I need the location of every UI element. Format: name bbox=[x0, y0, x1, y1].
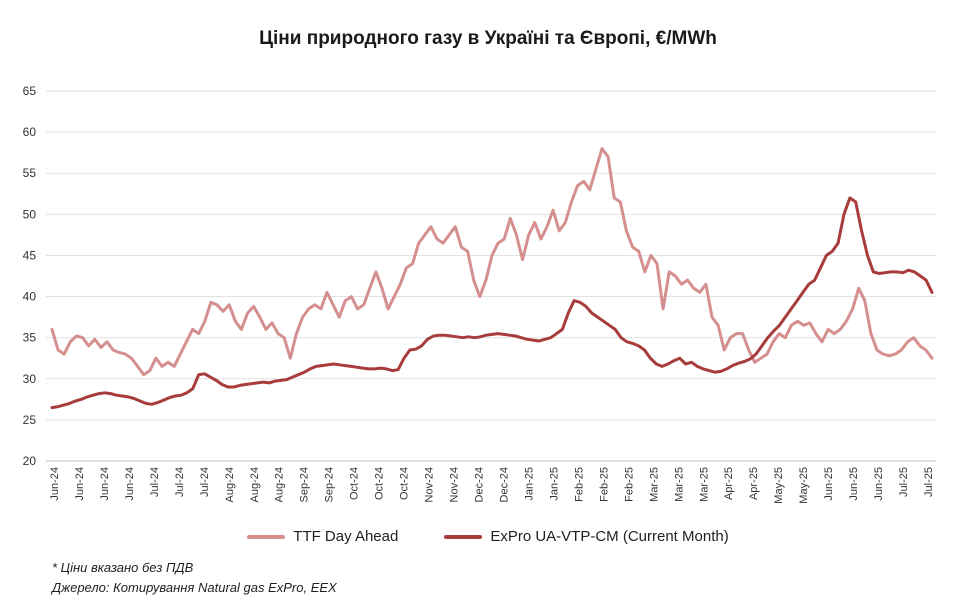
x-tick-label: Dec-24 bbox=[498, 467, 510, 502]
x-tick-label: Apr-25 bbox=[748, 467, 760, 500]
x-tick-label: Apr-25 bbox=[723, 467, 735, 500]
series-line-expro bbox=[50, 196, 934, 410]
x-tick-label: Jun-25 bbox=[848, 467, 860, 501]
x-tick-label: Aug-24 bbox=[274, 467, 286, 502]
y-tick-label: 40 bbox=[23, 290, 37, 304]
x-tick-label: Jul-24 bbox=[174, 467, 186, 497]
series-lines bbox=[50, 147, 934, 410]
x-tick-label: Feb-25 bbox=[598, 467, 610, 502]
y-tick-label: 20 bbox=[23, 454, 37, 468]
x-tick-label: Jun-25 bbox=[823, 467, 835, 501]
x-tick-label: Jul-25 bbox=[898, 467, 910, 497]
x-tick-label: Oct-24 bbox=[399, 467, 411, 500]
y-tick-label: 25 bbox=[23, 413, 37, 427]
y-tick-label: 55 bbox=[23, 166, 37, 180]
legend-item-expro: ExPro UA-VTP-CM (Current Month) bbox=[444, 528, 729, 545]
x-tick-label: Jun-24 bbox=[124, 467, 136, 501]
x-tick-label: Sep-24 bbox=[299, 467, 311, 502]
legend-swatch-expro bbox=[444, 534, 483, 539]
x-tick-label: Jul-25 bbox=[923, 467, 935, 497]
x-tick-label: May-25 bbox=[798, 467, 810, 504]
y-tick-label: 60 bbox=[23, 125, 37, 139]
x-tick-label: Nov-24 bbox=[424, 467, 436, 502]
x-axis-ticks: Jun-24 Jun-24 Jun-24 Jun-24 Jul-24 Jul-24 Jul-… bbox=[49, 467, 935, 504]
legend: TTF Day Ahead ExPro UA-VTP-CM (Current M… bbox=[0, 528, 976, 545]
x-tick-label: Jun-24 bbox=[99, 467, 111, 501]
x-tick-label: Feb-25 bbox=[623, 467, 635, 502]
x-tick-label: Mar-25 bbox=[648, 467, 660, 502]
vat-note: * Ціни вказано без ПДВ bbox=[52, 560, 194, 575]
x-tick-label: Aug-24 bbox=[249, 467, 261, 502]
x-tick-label: Mar-25 bbox=[698, 467, 710, 502]
y-tick-label: 30 bbox=[23, 372, 37, 386]
y-tick-label: 45 bbox=[23, 248, 37, 262]
legend-item-ttf: TTF Day Ahead bbox=[247, 528, 398, 545]
x-tick-label: Jul-24 bbox=[199, 467, 211, 497]
x-tick-label: Dec-24 bbox=[474, 467, 486, 502]
x-tick-label: Mar-25 bbox=[673, 467, 685, 502]
x-tick-label: Jun-25 bbox=[873, 467, 885, 501]
y-axis-ticks: 20 25 30 35 40 45 50 55 60 65 bbox=[23, 84, 37, 468]
x-tick-label: Aug-24 bbox=[224, 467, 236, 502]
y-tick-label: 65 bbox=[23, 84, 37, 98]
series-line-ttf bbox=[50, 147, 934, 377]
chart-title: Ціни природного газу в Україні та Європі… bbox=[259, 28, 717, 49]
grid-lines bbox=[46, 90, 936, 462]
x-tick-label: Feb-25 bbox=[573, 467, 585, 502]
x-tick-label: Jan-25 bbox=[548, 467, 560, 501]
x-tick-label: Jun-24 bbox=[49, 467, 61, 501]
x-tick-label: Sep-24 bbox=[324, 467, 336, 502]
y-tick-label: 35 bbox=[23, 331, 37, 345]
legend-swatch-ttf bbox=[247, 534, 286, 539]
legend-label-ttf: TTF Day Ahead bbox=[293, 528, 399, 545]
x-tick-label: Jun-24 bbox=[74, 467, 86, 501]
y-tick-label: 50 bbox=[23, 207, 37, 221]
x-tick-label: Nov-24 bbox=[449, 467, 461, 502]
legend-label-expro: ExPro UA-VTP-CM (Current Month) bbox=[490, 528, 729, 545]
x-tick-label: Oct-24 bbox=[349, 467, 361, 500]
x-tick-label: Jul-24 bbox=[149, 467, 161, 497]
x-tick-label: Jan-25 bbox=[523, 467, 535, 501]
x-tick-label: May-25 bbox=[773, 467, 785, 504]
x-tick-label: Oct-24 bbox=[374, 467, 386, 500]
source-note: Джерело: Котирування Natural gas ExPro, … bbox=[52, 580, 337, 595]
